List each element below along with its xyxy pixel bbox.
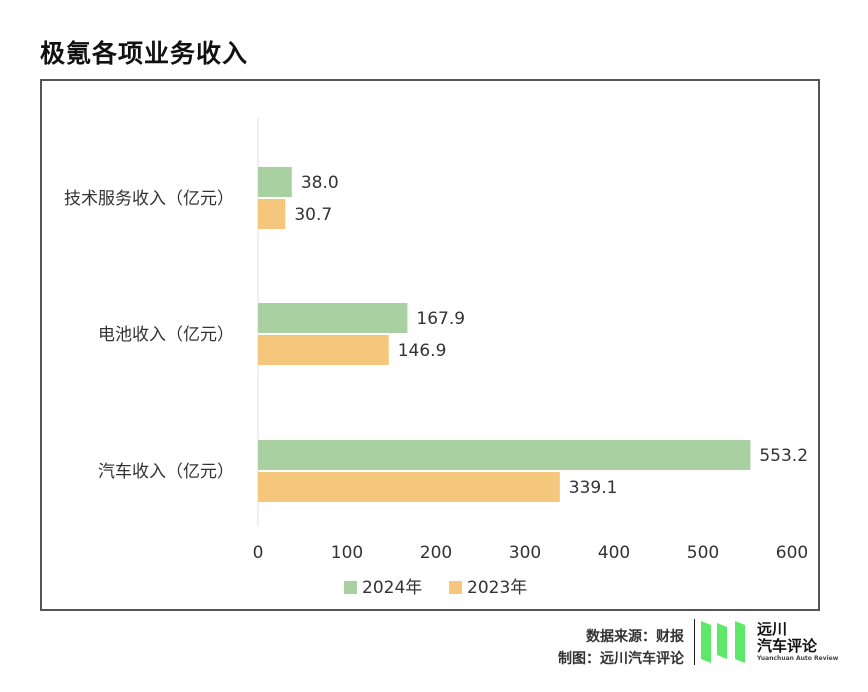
category-label: 汽车收入（亿元） [98, 462, 234, 482]
category-label: 技术服务收入（亿元） [64, 189, 234, 209]
page-title: 极氪各项业务收入 [40, 39, 249, 68]
x-tick-label: 600 [776, 543, 808, 563]
data-source: 数据来源：财报 [586, 629, 684, 645]
bar-series1 [258, 303, 408, 333]
bar-series1 [258, 167, 292, 197]
x-tick-label: 100 [331, 543, 363, 563]
bar-series2 [258, 335, 389, 365]
logo-name-line2: 汽车评论 [757, 637, 818, 655]
legend-swatch [344, 581, 357, 594]
footer: 数据来源：财报 制图：远川汽车评论 [558, 626, 684, 670]
x-tick-label: 300 [509, 543, 541, 563]
x-tick-label: 0 [253, 543, 264, 563]
logo-english: Yuanchuan Auto Review [757, 655, 839, 662]
bar-series2 [258, 472, 560, 502]
data-label: 167.9 [416, 309, 465, 329]
bar-series2 [258, 199, 286, 229]
logo-text: 远川 汽车评论 Yuanchuan Auto Review [757, 621, 838, 663]
data-label: 339.1 [569, 478, 618, 498]
x-tick-label: 500 [687, 543, 719, 563]
chart-frame: 技术服务收入（亿元） 38.0 30.7 电池收入（亿元） 167.9 146.9 汽车收入… [40, 79, 820, 611]
bar-series1 [258, 440, 751, 470]
logo-name-line1: 远川 [757, 620, 788, 638]
logo-mark-icon [701, 621, 745, 663]
x-tick-label: 400 [598, 543, 630, 563]
category-label: 电池收入（亿元） [98, 325, 234, 345]
chart-author: 制图：远川汽车评论 [558, 651, 684, 667]
logo-divider [694, 619, 695, 665]
legend-label: 2024年 [362, 578, 422, 598]
data-label: 30.7 [294, 205, 332, 225]
legend-swatch [449, 581, 462, 594]
brand-logo: 远川 汽车评论 Yuanchuan Auto Review [694, 619, 854, 665]
x-tick-label: 200 [420, 543, 452, 563]
data-label: 38.0 [301, 173, 339, 193]
bar-chart: 技术服务收入（亿元） 38.0 30.7 电池收入（亿元） 167.9 146.9 汽车收入… [64, 117, 808, 598]
data-label: 146.9 [398, 341, 447, 361]
legend-label: 2023年 [467, 578, 527, 598]
data-label: 553.2 [759, 446, 808, 466]
